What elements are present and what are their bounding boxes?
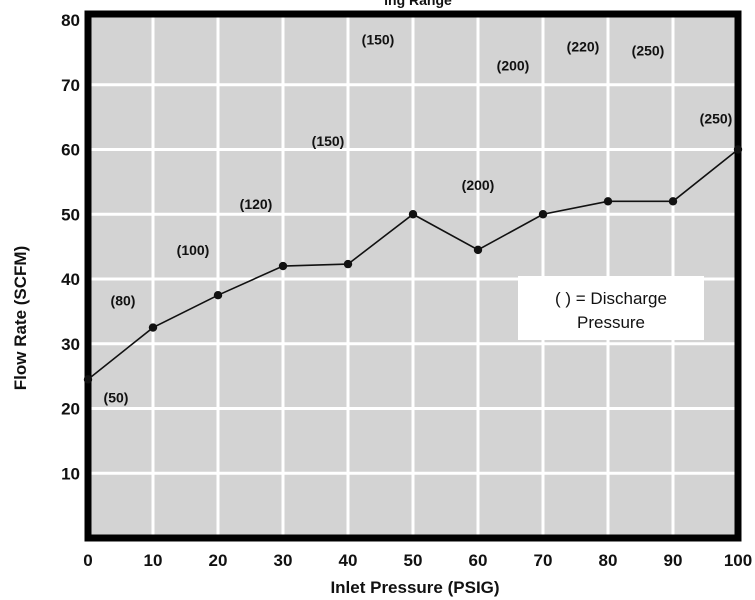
- data-point: [83, 375, 93, 384]
- discharge-pressure-label: (200): [497, 57, 530, 73]
- discharge-pressure-label: (120): [240, 196, 273, 212]
- x-tick-label: 50: [404, 551, 423, 570]
- x-tick-label: 60: [469, 551, 488, 570]
- x-tick-label: 20: [209, 551, 228, 570]
- y-tick-label: 20: [61, 400, 80, 419]
- discharge-pressure-label: (250): [632, 42, 665, 58]
- discharge-pressure-label: (150): [312, 133, 345, 149]
- data-point: [343, 259, 353, 269]
- data-point: [278, 261, 288, 271]
- note-line-1: ( ) = Discharge: [555, 289, 667, 308]
- discharge-pressure-label: (200): [462, 177, 495, 193]
- plot-frame: [84, 10, 742, 542]
- data-point: [668, 197, 678, 206]
- discharge-pressure-label: (80): [111, 293, 136, 309]
- y-tick-label: 10: [61, 464, 80, 483]
- x-tick-label: 30: [274, 551, 293, 570]
- data-point: [538, 210, 548, 219]
- y-tick-label: 80: [61, 11, 80, 30]
- discharge-pressure-label: (220): [567, 38, 600, 54]
- y-axis-title: Flow Rate (SCFM): [11, 246, 30, 391]
- x-axis-title: Inlet Pressure (PSIG): [330, 578, 499, 597]
- data-point: [213, 290, 223, 300]
- discharge-pressure-note: ( ) = Discharge Pressure: [518, 276, 704, 340]
- discharge-pressure-label: (50): [104, 389, 129, 405]
- x-tick-label: 90: [664, 551, 683, 570]
- data-point: [473, 245, 483, 255]
- data-point: [603, 197, 613, 206]
- y-tick-label: 70: [61, 76, 80, 95]
- data-point: [148, 323, 158, 332]
- discharge-pressure-label: (250): [700, 111, 733, 127]
- x-tick-label: 0: [83, 551, 92, 570]
- note-box: [518, 276, 704, 340]
- y-tick-label: 60: [61, 141, 80, 160]
- x-tick-label: 10: [144, 551, 163, 570]
- discharge-pressure-labels: (50) (80) (100) (120) (150) (150) (200) (200) (2…: [104, 31, 733, 405]
- x-tick-label: 70: [534, 551, 553, 570]
- y-tick-label: 50: [61, 205, 80, 224]
- y-tick-labels: 10 20 30 40 50 60 70 80: [61, 11, 80, 483]
- data-point: [733, 145, 743, 154]
- chart-title-fragment: ing Range: [384, 0, 452, 8]
- x-tick-label: 80: [599, 551, 618, 570]
- data-points: [83, 145, 743, 384]
- note-line-2: Pressure: [577, 313, 645, 332]
- discharge-pressure-label: (150): [362, 31, 395, 47]
- discharge-pressure-label: (100): [177, 242, 210, 258]
- x-tick-label: 100: [724, 551, 752, 570]
- y-tick-label: 30: [61, 335, 80, 354]
- y-tick-label: 40: [61, 270, 80, 289]
- x-tick-labels: 0 10 20 30 40 50 60 70 80 90 100: [83, 551, 752, 570]
- data-point: [408, 210, 418, 219]
- x-tick-label: 40: [339, 551, 358, 570]
